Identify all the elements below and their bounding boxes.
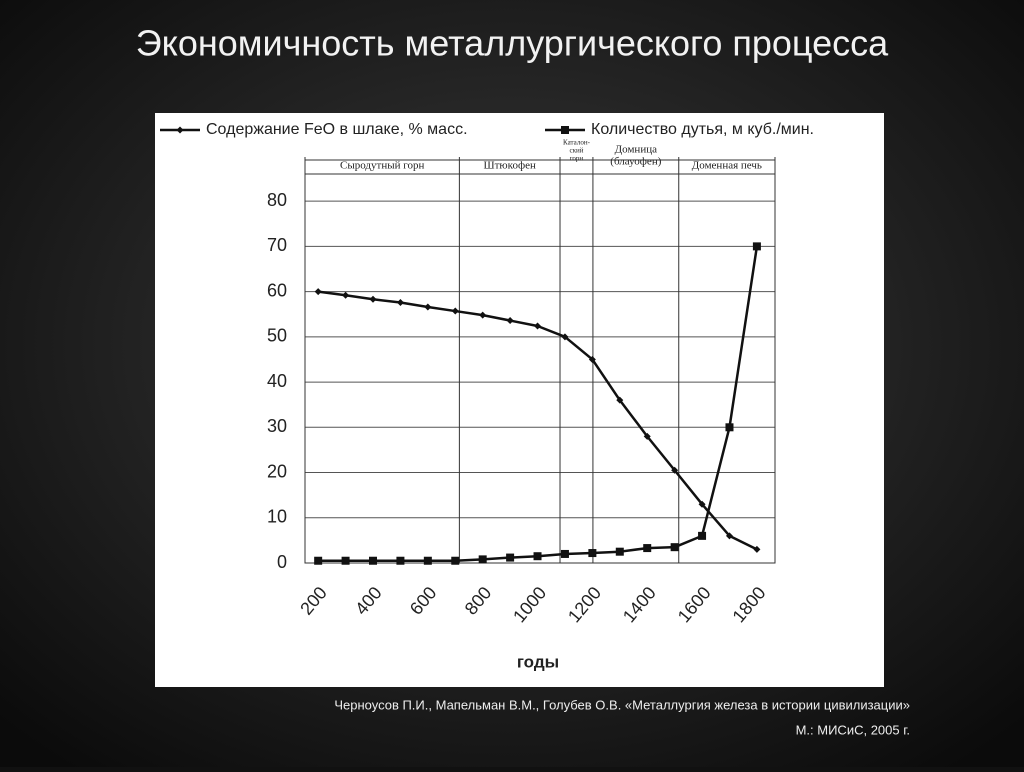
point (725, 532, 733, 540)
legend-marker (561, 126, 569, 134)
point (616, 396, 624, 404)
point (643, 544, 652, 553)
y-tick-label: 50 (267, 326, 287, 346)
point (615, 547, 624, 556)
period-label: Каталон- (563, 139, 591, 147)
point (451, 556, 460, 565)
point (560, 549, 569, 558)
y-tick-label: 20 (267, 461, 287, 481)
point (479, 311, 487, 319)
legend-marker (176, 126, 184, 134)
point (506, 553, 515, 562)
point (670, 543, 679, 552)
slide-title: Экономичность металлургического процесса (136, 23, 889, 64)
point (588, 549, 597, 558)
point (396, 556, 405, 565)
point (423, 556, 432, 565)
y-tick-label: 0 (277, 552, 287, 572)
y-tick-label: 70 (267, 235, 287, 255)
point (725, 423, 734, 432)
period-label: Доменная печь (692, 160, 762, 172)
plot-frame (304, 173, 776, 564)
point (478, 555, 487, 564)
point (643, 432, 651, 440)
point (369, 556, 378, 565)
period-label: Сыродутный горн (340, 160, 424, 172)
y-tick-label: 10 (267, 507, 287, 527)
period-label: Штюкофен (484, 160, 536, 172)
period-label: (блауофен) (610, 156, 661, 168)
point (533, 552, 542, 561)
point (698, 531, 707, 540)
x-axis-label: годы (517, 652, 559, 671)
point (396, 298, 404, 306)
source: М.: МИСиС, 2005 г. (796, 722, 910, 737)
point (506, 317, 514, 325)
point (424, 303, 432, 311)
y-tick-label: 40 (267, 371, 287, 391)
point (753, 545, 761, 553)
chart-panel (155, 113, 884, 687)
point (451, 307, 459, 315)
y-tick-label: 60 (267, 280, 287, 300)
period-label: ский (569, 147, 583, 155)
point (314, 556, 323, 565)
point (342, 291, 350, 299)
period-label: Домница (615, 144, 657, 156)
legend-label: Содержание FeO в шлаке, % масс. (206, 121, 468, 138)
y-tick-label: 30 (267, 416, 287, 436)
point (752, 242, 761, 251)
point (534, 322, 542, 330)
point (671, 466, 679, 474)
period-label: горн (570, 155, 584, 163)
point (588, 355, 596, 363)
point (314, 288, 322, 296)
point (369, 295, 377, 303)
source: Черноусов П.И., Мапельман В.М., Голубев … (334, 697, 910, 712)
point (341, 556, 350, 565)
y-tick-label: 80 (267, 190, 287, 210)
legend-label: Количество дутья, м куб./мин. (591, 121, 814, 138)
point (698, 500, 706, 508)
point (561, 333, 569, 341)
